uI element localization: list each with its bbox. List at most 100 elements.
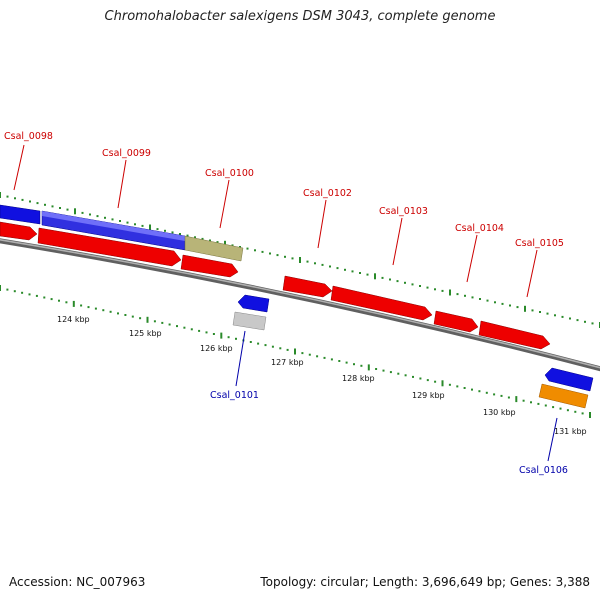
inner-ring-minor-tick: [249, 341, 252, 343]
inner-ring-minor-tick: [375, 368, 378, 370]
inner-ring-minor-tick: [21, 291, 24, 294]
leader-line-csal-0104: [466, 234, 478, 283]
outer-ring-minor-tick: [539, 311, 541, 313]
inner-ring-minor-tick: [176, 325, 178, 328]
inner-ring-minor-tick: [35, 294, 38, 297]
outer-ring-minor-tick: [291, 257, 294, 260]
outer-ring-minor-tick: [381, 276, 384, 279]
genome-stats-text: Topology: circular; Length: 3,696,649 bp…: [260, 575, 590, 589]
inner-ring-minor-tick: [264, 344, 267, 347]
outer-ring-minor-tick: [14, 197, 16, 200]
scale-label-127: 127 kbp: [271, 358, 304, 367]
inner-ring-minor-tick: [257, 342, 260, 345]
inner-ring-minor-tick: [6, 288, 9, 291]
inner-ring-minor-tick: [271, 345, 274, 348]
gene-arrow-csal-0100[interactable]: [184, 235, 244, 262]
inner-ring-minor-tick: [404, 374, 407, 377]
gene-label-csal-0098[interactable]: Csal_0098: [4, 131, 53, 142]
inner-ring-major-tick: [72, 300, 75, 307]
inner-ring-minor-tick: [28, 293, 31, 296]
outer-ring-minor-tick: [194, 236, 196, 239]
outer-ring-minor-tick: [479, 298, 481, 300]
gene-leader-lines: [13, 144, 538, 298]
outer-ring-minor-tick: [531, 309, 534, 312]
outer-ring-minor-tick: [89, 213, 91, 216]
scale-label-131: 131 kbp: [554, 427, 587, 436]
genome-backbone: [0, 238, 600, 372]
outer-ring-minor-tick: [441, 289, 444, 292]
outer-ring-minor-tick: [321, 263, 324, 266]
inner-ring-minor-tick: [153, 320, 156, 323]
inner-ring-minor-tick: [493, 393, 496, 396]
outer-ring-minor-tick: [576, 319, 579, 322]
inner-ring-minor-tick: [124, 314, 127, 316]
outer-ring-minor-tick: [141, 224, 144, 227]
inner-ring-minor-tick: [205, 331, 208, 334]
gene-arrow-csal-0106[interactable]: [544, 367, 594, 392]
gene-arrow-csal-0100b[interactable]: [180, 254, 239, 278]
leader-line-csal-0098: [13, 144, 25, 191]
gene-arrow-csal-0102[interactable]: [282, 275, 333, 298]
outer-ring-minor-tick: [51, 205, 54, 208]
accession-text: Accession: NC_007963: [9, 575, 146, 589]
outer-ring-minor-tick: [396, 280, 399, 283]
reverse-track-inner: [232, 294, 594, 409]
leader-line-csal-0101: [235, 330, 246, 387]
gene-arrow-csal-0101[interactable]: [237, 294, 270, 313]
outer-ring-minor-tick: [29, 200, 31, 203]
gene-highlight: [42, 211, 185, 241]
outer-ring-minor-tick: [464, 294, 466, 297]
gene-arrow-csal-0098[interactable]: [0, 204, 41, 225]
inner-ring-minor-tick: [131, 315, 134, 318]
outer-ring-minor-tick: [591, 322, 594, 325]
outer-ring-minor-tick: [456, 293, 459, 296]
outer-ring-minor-tick: [254, 249, 256, 252]
gene-label-csal-0103[interactable]: Csal_0103: [379, 206, 428, 217]
inner-ring-minor-tick: [190, 328, 193, 331]
gene-label-csal-0099[interactable]: Csal_0099: [102, 148, 151, 159]
outer-ring-major-tick: [524, 305, 526, 312]
inner-ring-minor-tick: [412, 375, 414, 378]
inner-ring-major-tick: [146, 316, 149, 323]
inner-ring-minor-tick: [109, 310, 112, 313]
inner-ring-minor-tick: [530, 401, 532, 404]
inner-ring-minor-tick: [117, 312, 119, 315]
inner-ring-minor-tick: [419, 377, 422, 380]
outer-ring-minor-tick: [179, 233, 181, 235]
gene-arrow-csal-0099b[interactable]: [37, 227, 182, 267]
gene-label-csal-0106[interactable]: Csal_0106: [519, 465, 568, 476]
inner-ring-major-tick: [441, 380, 444, 387]
outer-ring-minor-tick: [239, 246, 241, 248]
inner-ring-minor-tick: [581, 412, 584, 415]
gene-labels: Csal_0098 Csal_0099 Csal_0100 Csal_0101 …: [4, 131, 568, 476]
outer-ring-minor-tick: [404, 281, 406, 284]
gene-arrow-csal-0106-other[interactable]: [538, 383, 589, 409]
inner-ring-minor-tick: [552, 406, 555, 409]
outer-ring-minor-tick: [134, 223, 136, 226]
scale-labels: 124 kbp 125 kbp 126 kbp 127 kbp 128 kbp …: [57, 315, 587, 436]
gene-arrow-csal-0103[interactable]: [330, 285, 433, 321]
gene-arrow-csal-0101-pseudo[interactable]: [232, 311, 267, 331]
scale-label-130: 130 kbp: [483, 408, 516, 417]
outer-ring-minor-tick: [554, 314, 556, 317]
gene-label-csal-0105[interactable]: Csal_0105: [515, 238, 564, 249]
gene-arrow-csal-0098b[interactable]: [0, 221, 38, 241]
inner-ring-minor-tick: [212, 333, 215, 335]
leader-line-csal-0106: [547, 417, 558, 462]
outer-ring-minor-tick: [111, 218, 114, 221]
map-title: Chromohalobacter salexigens DSM 3043, co…: [104, 9, 496, 24]
gene-label-csal-0100[interactable]: Csal_0100: [205, 168, 254, 179]
gene-label-csal-0101[interactable]: Csal_0101: [210, 390, 259, 401]
outer-ring-minor-tick: [561, 315, 564, 318]
inner-ring-minor-tick: [87, 306, 90, 309]
gene-label-csal-0102[interactable]: Csal_0102: [303, 188, 352, 199]
gene-label-csal-0104[interactable]: Csal_0104: [455, 223, 504, 234]
outer-ring-minor-tick: [209, 239, 211, 242]
outer-ring-minor-tick: [261, 250, 264, 253]
outer-ring-major-tick: [224, 240, 226, 247]
inner-ring-minor-tick: [463, 387, 466, 389]
gene-arrow-csal-0105[interactable]: [478, 320, 551, 350]
inner-ring-minor-tick: [65, 301, 68, 304]
gene-arrow-csal-0104[interactable]: [433, 310, 479, 333]
scale-label-128: 128 kbp: [342, 374, 375, 383]
